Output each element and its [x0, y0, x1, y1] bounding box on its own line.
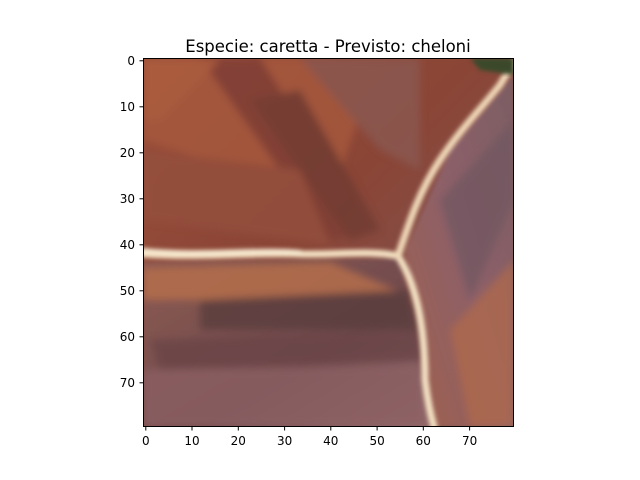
x-tick-label: 40	[323, 434, 338, 448]
y-tick-label: 30	[120, 192, 135, 206]
y-tick-label: 50	[120, 284, 135, 298]
y-tick-label: 20	[120, 146, 135, 160]
axes-frame	[143, 58, 514, 427]
y-tick-label: 70	[120, 376, 135, 390]
y-tick-label: 10	[120, 100, 135, 114]
x-tick-label: 30	[277, 434, 292, 448]
plot-title: Especie: caretta - Previsto: cheloni	[185, 37, 470, 56]
y-axis: 0 10 20 30 40 50 60 70	[120, 54, 144, 390]
turtle-shell-scutes-image	[143, 58, 514, 427]
x-axis: 0 10 20 30 40 50 60 70	[142, 426, 477, 448]
y-tick-label: 60	[120, 330, 135, 344]
y-tick-label: 0	[127, 54, 135, 68]
x-tick-label: 20	[231, 434, 246, 448]
x-tick-label: 10	[184, 434, 199, 448]
x-tick-label: 60	[416, 434, 431, 448]
x-tick-label: 70	[462, 434, 477, 448]
x-tick-label: 50	[369, 434, 384, 448]
x-tick-label: 0	[142, 434, 150, 448]
y-tick-label: 40	[120, 238, 135, 252]
